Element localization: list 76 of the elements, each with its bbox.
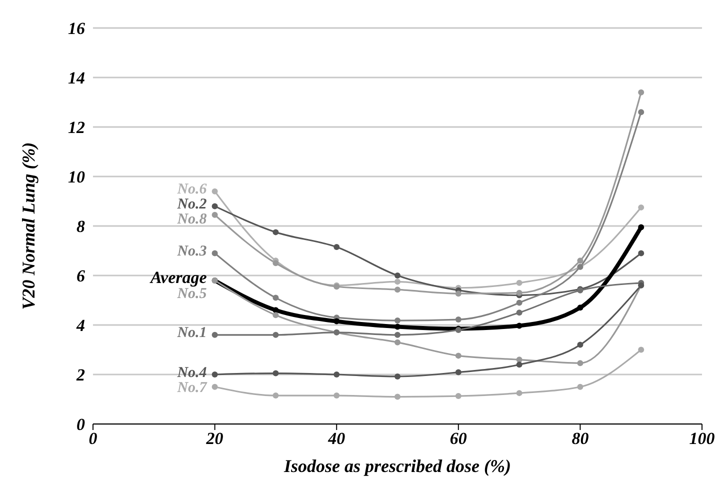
x-tick-label: 40 [327,429,346,448]
point [394,324,400,330]
point [212,372,218,378]
point [212,203,218,210]
point [638,224,644,230]
point [638,109,644,116]
point [516,390,522,396]
y-axis-title: V20 Normal Lung (%) [18,142,38,310]
point [394,394,400,400]
point [334,244,340,250]
point [394,332,400,338]
x-tick-label: 80 [572,429,590,448]
point [394,339,400,346]
point [577,360,584,366]
x-tick-label: 60 [450,429,468,448]
series-label: Average [149,268,208,287]
point [212,384,218,390]
point [272,332,279,338]
point [212,212,218,218]
point [455,369,462,376]
y-tick-label: 6 [76,266,86,286]
point [334,318,340,324]
point [212,332,218,338]
y-tick-label: 4 [76,316,85,336]
x-tick-label: 20 [205,429,224,448]
point [455,290,462,297]
point [212,250,218,256]
point [577,304,584,311]
point [394,272,400,278]
point [638,250,644,256]
point [455,352,462,359]
point [394,373,400,380]
point [272,392,279,399]
series-label: No.7 [176,380,208,396]
point [577,258,584,264]
y-tick-label: 16 [68,19,86,38]
point [516,290,522,296]
point [516,310,522,316]
point [394,278,400,285]
point [272,294,279,301]
point [394,318,400,324]
point [272,370,279,376]
point [638,346,644,353]
point [212,188,218,194]
point [516,322,522,329]
point [577,342,584,348]
series-label: No.5 [176,286,208,302]
y-tick-label: 2 [76,366,86,385]
y-tick-label: 8 [76,217,86,236]
series-label: No.3 [176,244,208,260]
point [334,372,340,378]
y-tick-label: 12 [68,118,86,138]
y-tick-label: 14 [68,68,85,88]
series-label: No.1 [176,325,207,342]
point [272,229,279,236]
series-label: No.4 [176,364,208,381]
point [516,300,522,306]
point [272,312,279,318]
point [455,393,462,400]
series-label: No.6 [176,182,208,198]
point [334,392,340,399]
series-label: No.2 [176,196,208,213]
point [272,260,279,266]
y-tick-label: 0 [76,415,86,434]
point [638,204,644,210]
point [516,280,522,286]
x-tick-label: 100 [689,429,716,448]
point [455,316,462,323]
x-tick-label: 0 [88,429,98,448]
x-axis-title: Isodose as prescribed dose (%) [283,456,511,476]
point [638,89,644,96]
y-tick-label: 10 [68,168,86,187]
series-label: No.8 [176,212,208,228]
point [577,384,584,390]
point [394,286,400,293]
point [516,362,522,368]
